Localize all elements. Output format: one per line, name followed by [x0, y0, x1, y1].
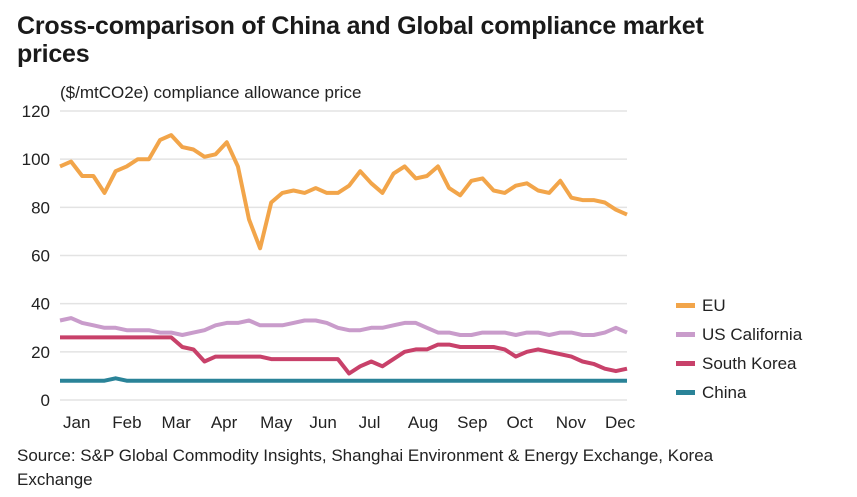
legend-swatch: [676, 303, 695, 308]
x-tick-label: Apr: [211, 413, 238, 432]
legend-swatch: [676, 361, 695, 366]
legend-label: US California: [702, 324, 803, 344]
legend: EU US California South Korea China: [676, 291, 802, 407]
legend-item-eu: EU: [676, 291, 802, 320]
x-tick-label: Jan: [63, 413, 90, 432]
legend-item-china: China: [676, 378, 802, 407]
series-line-us-california: [59, 316, 628, 337]
x-tick-label: Jul: [359, 413, 381, 432]
y-axis-label: ($/mtCO2e) compliance allowance price: [60, 83, 362, 102]
y-tick-label: 40: [31, 295, 50, 314]
x-tick-label: Sep: [457, 413, 487, 432]
x-tick-label: Oct: [506, 413, 533, 432]
y-tick-label: 120: [22, 102, 50, 121]
chart-title: Cross-comparison of China and Global com…: [17, 12, 704, 68]
legend-label: China: [702, 382, 747, 402]
x-tick-label: Dec: [605, 413, 636, 432]
x-axis-ticks: Jan Feb Mar Apr May Jun Jul Aug Sep Oct Nov Dec: [63, 413, 636, 432]
x-tick-label: Nov: [556, 413, 587, 432]
x-tick-label: Jun: [309, 413, 336, 432]
gridlines: [60, 110, 627, 401]
source-note: Source: S&P Global Commodity Insights, S…: [17, 446, 714, 489]
series-line-south-korea: [60, 335, 628, 376]
series-line-china: [60, 376, 627, 383]
x-tick-label: May: [260, 413, 293, 432]
y-tick-label: 100: [22, 150, 50, 169]
legend-label: South Korea: [702, 353, 797, 373]
y-tick-label: 60: [31, 247, 50, 266]
series-lines: [59, 133, 628, 383]
y-tick-label: 0: [41, 391, 50, 410]
legend-item-us-california: US California: [676, 320, 802, 349]
legend-swatch: [676, 390, 695, 395]
legend-item-south-korea: South Korea: [676, 349, 802, 378]
y-tick-label: 80: [31, 198, 50, 217]
y-tick-label: 20: [31, 343, 50, 362]
x-tick-label: Feb: [112, 413, 141, 432]
x-tick-label: Mar: [162, 413, 192, 432]
y-axis-ticks: 0 20 40 60 80 100 120: [22, 102, 50, 410]
legend-label: EU: [702, 295, 726, 315]
x-tick-label: Aug: [408, 413, 438, 432]
series-line-eu: [59, 133, 628, 251]
legend-swatch: [676, 332, 695, 337]
